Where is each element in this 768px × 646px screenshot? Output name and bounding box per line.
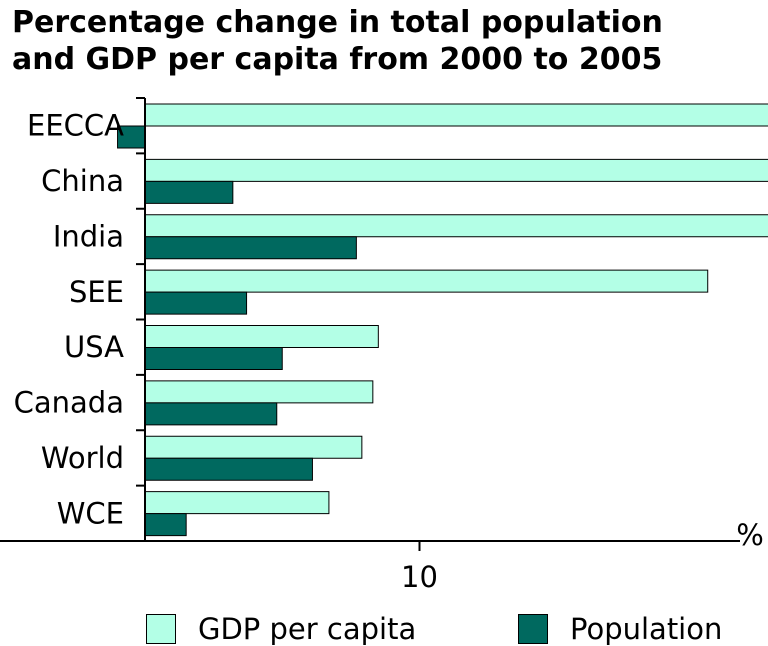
bar-population-canada (145, 403, 277, 425)
bar-population-india (145, 237, 356, 259)
bar-gdp-per-capita-eecca (145, 104, 768, 126)
category-label-see: SEE (69, 275, 124, 309)
legend-item-population: Population (518, 612, 722, 646)
category-label-canada: Canada (14, 386, 124, 420)
bar-gdp-per-capita-usa (145, 326, 378, 348)
x-tick-label-1: 10 (401, 560, 438, 594)
legend-swatch-population (518, 614, 548, 644)
bar-gdp-per-capita-india (145, 215, 768, 237)
category-label-world: World (41, 441, 124, 475)
bar-gdp-per-capita-world (145, 436, 362, 458)
bar-gdp-per-capita-canada (145, 381, 373, 403)
legend-item-gdp: GDP per capita (146, 612, 416, 646)
bar-gdp-per-capita-wce (145, 492, 329, 514)
bar-gdp-per-capita-see (145, 270, 708, 292)
bar-population-usa (145, 348, 282, 370)
bar-gdp-per-capita-china (145, 159, 768, 181)
bar-population-see (145, 292, 247, 314)
category-label-eecca: EECCA (27, 109, 124, 143)
legend-swatch-gdp (146, 614, 176, 644)
legend-label-gdp: GDP per capita (198, 612, 416, 646)
category-label-china: China (41, 164, 124, 198)
bar-chart: – 10103050EECCAChinaIndiaSEEUSACanadaWor… (0, 0, 768, 610)
x-axis-unit-label: % (736, 518, 764, 552)
category-label-usa: USA (64, 330, 124, 364)
legend-label-population: Population (570, 612, 722, 646)
bar-population-world (145, 458, 312, 480)
category-label-india: India (53, 219, 124, 253)
category-label-wce: WCE (57, 496, 124, 530)
legend: GDP per capita Population (0, 610, 768, 646)
bar-population-china (145, 181, 233, 203)
bar-population-wce (145, 514, 186, 536)
